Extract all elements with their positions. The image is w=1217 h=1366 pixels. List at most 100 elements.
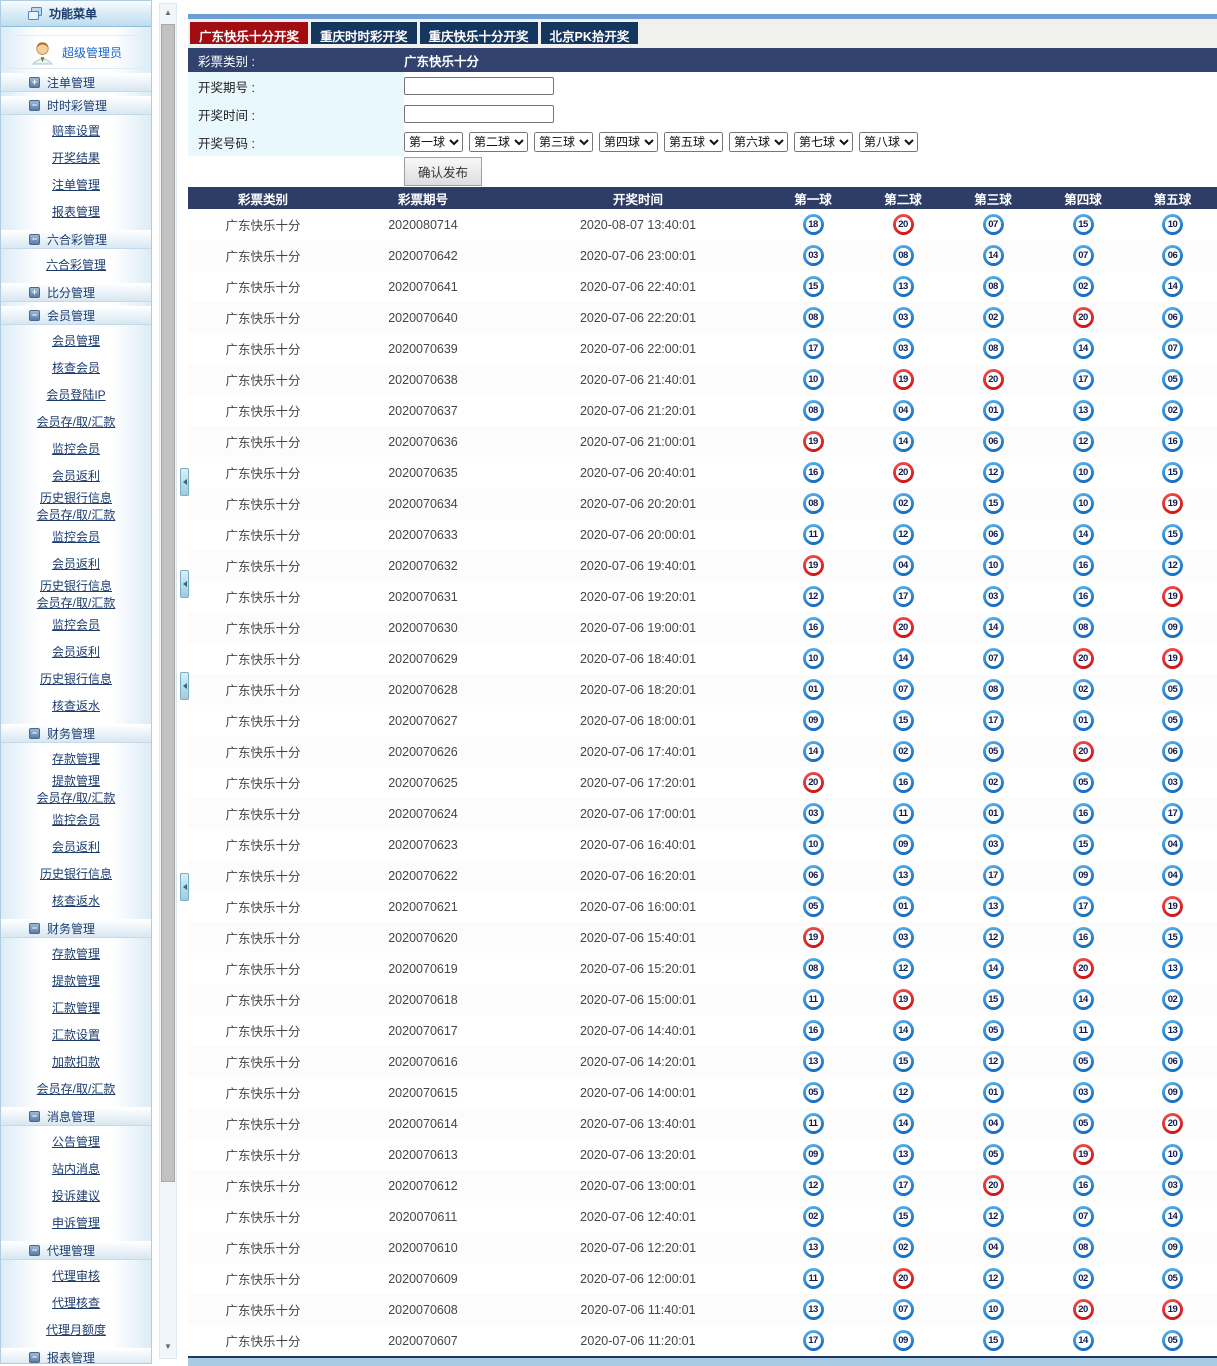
cell-period: 2020070626 (388, 744, 458, 759)
sidebar-link[interactable]: 存款管理 (51, 947, 100, 961)
sidebar-link[interactable]: 会员返利 (51, 645, 100, 659)
sidebar-link[interactable]: 开奖结果 (51, 151, 100, 165)
sidebar-group[interactable]: − 消息管理 (1, 1107, 151, 1126)
cell-category: 广东快乐十分 (225, 684, 301, 698)
sidebar-link[interactable]: 加款扣款 (51, 1055, 100, 1069)
result-row: 广东快乐十分 2020070617 2020-07-06 14:40:01 16 14 0… (188, 1015, 1217, 1046)
lottery-ball: 11 (892, 803, 914, 824)
lottery-ball: 15 (982, 989, 1004, 1010)
sidebar-link[interactable]: 会员存/取/汇款 (36, 1082, 116, 1096)
lottery-ball: 05 (1162, 1330, 1183, 1351)
ball-select[interactable]: 第二球 (469, 132, 528, 152)
sidebar-link[interactable]: 会员存/取/汇款 (36, 415, 116, 429)
sidebar-scrollbar[interactable]: ▲ ▼ (159, 3, 177, 1359)
sidebar-link[interactable]: 汇款设置 (51, 1028, 100, 1042)
cell-time: 2020-07-06 22:40:01 (579, 279, 697, 294)
sidebar-link[interactable]: 会员存/取/汇款 (36, 791, 116, 805)
cell-ball: 08 (1038, 612, 1128, 643)
sidebar-link-item: 历史银行信息 (1, 490, 151, 507)
ball-select[interactable]: 第三球 (534, 132, 593, 152)
sidebar-link-item: 会员存/取/汇款 (1, 595, 151, 612)
sidebar-link[interactable]: 历史银行信息 (39, 491, 112, 505)
sidebar-link[interactable]: 会员返利 (51, 469, 100, 483)
sidebar-group[interactable]: + 比分管理 (1, 283, 151, 302)
sidebar-link[interactable]: 会员存/取/汇款 (36, 508, 116, 522)
cell-ball: 14 (858, 426, 948, 457)
tab-active[interactable]: 广东快乐十分开奖 (190, 22, 309, 44)
sidebar-link[interactable]: 会员返利 (51, 557, 100, 571)
sidebar-link[interactable]: 核查会员 (51, 361, 100, 375)
sidebar-group[interactable]: − 报表管理 (1, 1348, 151, 1363)
sidebar-group[interactable]: − 六合彩管理 (1, 230, 151, 249)
sidebar-link[interactable]: 历史银行信息 (39, 672, 112, 686)
sidebar-link[interactable]: 监控会员 (51, 442, 100, 456)
sidebar-group[interactable]: − 财务管理 (1, 724, 151, 743)
confirm-publish-button[interactable]: 确认发布 (404, 157, 483, 186)
cell-ball: 16 (768, 1015, 858, 1046)
sidebar-group[interactable]: + 注单管理 (1, 73, 151, 92)
sidebar-link[interactable]: 汇款管理 (51, 1001, 100, 1015)
ball-select[interactable]: 第六球 (729, 132, 788, 152)
time-input[interactable] (404, 105, 554, 123)
sidebar-link[interactable]: 会员存/取/汇款 (36, 596, 116, 610)
sidebar-link[interactable]: 监控会员 (51, 530, 100, 544)
sidebar-link[interactable]: 赔率设置 (51, 124, 100, 138)
sidebar-group[interactable]: − 代理管理 (1, 1241, 151, 1260)
sidebar-link[interactable]: 投诉建议 (51, 1189, 100, 1203)
lottery-ball: 07 (982, 648, 1004, 669)
scroll-thumb[interactable] (161, 24, 175, 1182)
lottery-ball: 16 (1072, 927, 1094, 948)
lottery-ball: 05 (1072, 1113, 1094, 1134)
panel-collapse-handle[interactable] (180, 570, 189, 598)
sidebar-group[interactable]: − 财务管理 (1, 919, 151, 938)
sidebar-link[interactable]: 公告管理 (51, 1135, 100, 1149)
scroll-down-icon[interactable]: ▼ (164, 1342, 172, 1351)
sidebar-link[interactable]: 站内消息 (51, 1162, 100, 1176)
tab[interactable]: 北京PK拾开奖 (540, 22, 639, 44)
scroll-up-icon[interactable]: ▲ (164, 8, 172, 17)
sidebar-link[interactable]: 代理审核 (51, 1269, 100, 1283)
panel-collapse-handle[interactable] (180, 873, 189, 901)
cell-ball: 05 (1038, 1046, 1128, 1077)
tab[interactable]: 重庆快乐十分开奖 (419, 22, 538, 44)
current-user-link[interactable]: 超级管理员 (61, 45, 122, 60)
lottery-ball: 10 (802, 648, 824, 669)
lottery-ball: 04 (892, 400, 914, 421)
period-input[interactable] (404, 77, 554, 95)
cell-ball: 09 (858, 829, 948, 860)
sidebar-link[interactable]: 会员管理 (51, 334, 100, 348)
sidebar-link[interactable]: 代理月额度 (45, 1323, 106, 1337)
ball-select[interactable]: 第四球 (599, 132, 658, 152)
ball-select[interactable]: 第七球 (794, 132, 853, 152)
sidebar-link[interactable]: 代理核查 (51, 1296, 100, 1310)
sidebar-link[interactable]: 监控会员 (51, 618, 100, 632)
sidebar-link[interactable]: 历史银行信息 (39, 867, 112, 881)
sidebar-link[interactable]: 提款管理 (51, 774, 100, 788)
sidebar-link[interactable]: 提款管理 (51, 974, 100, 988)
panel-collapse-handle[interactable] (180, 672, 189, 700)
sidebar-link[interactable]: 核查返水 (51, 894, 100, 908)
ball-select[interactable]: 第五球 (664, 132, 723, 152)
sidebar-link[interactable]: 监控会员 (51, 813, 100, 827)
sidebar-link[interactable]: 存款管理 (51, 752, 100, 766)
tab[interactable]: 重庆时时彩开奖 (311, 22, 417, 44)
sidebar-link[interactable]: 报表管理 (51, 205, 100, 219)
sidebar-link[interactable]: 会员返利 (51, 840, 100, 854)
cell-ball: 10 (1128, 1139, 1217, 1170)
sidebar-group[interactable]: − 时时彩管理 (1, 96, 151, 115)
panel-collapse-handle[interactable] (180, 468, 189, 496)
sidebar-group[interactable]: − 会员管理 (1, 306, 151, 325)
lottery-ball: 16 (802, 462, 824, 483)
ball-select[interactable]: 第八球 (859, 132, 918, 152)
cell-category: 广东快乐十分 (225, 901, 301, 915)
sidebar-link[interactable]: 历史银行信息 (39, 579, 112, 593)
cell-ball: 15 (1128, 519, 1217, 550)
sidebar-link[interactable]: 核查返水 (51, 699, 100, 713)
lottery-ball: 16 (1072, 555, 1094, 576)
sidebar-link[interactable]: 会员登陆IP (46, 388, 106, 402)
ball-select[interactable]: 第一球 (404, 132, 463, 152)
sidebar-link[interactable]: 六合彩管理 (45, 258, 106, 272)
sidebar-link[interactable]: 申诉管理 (51, 1216, 100, 1230)
sidebar-link[interactable]: 注单管理 (51, 178, 100, 192)
cell-period: 2020070615 (388, 1085, 458, 1100)
